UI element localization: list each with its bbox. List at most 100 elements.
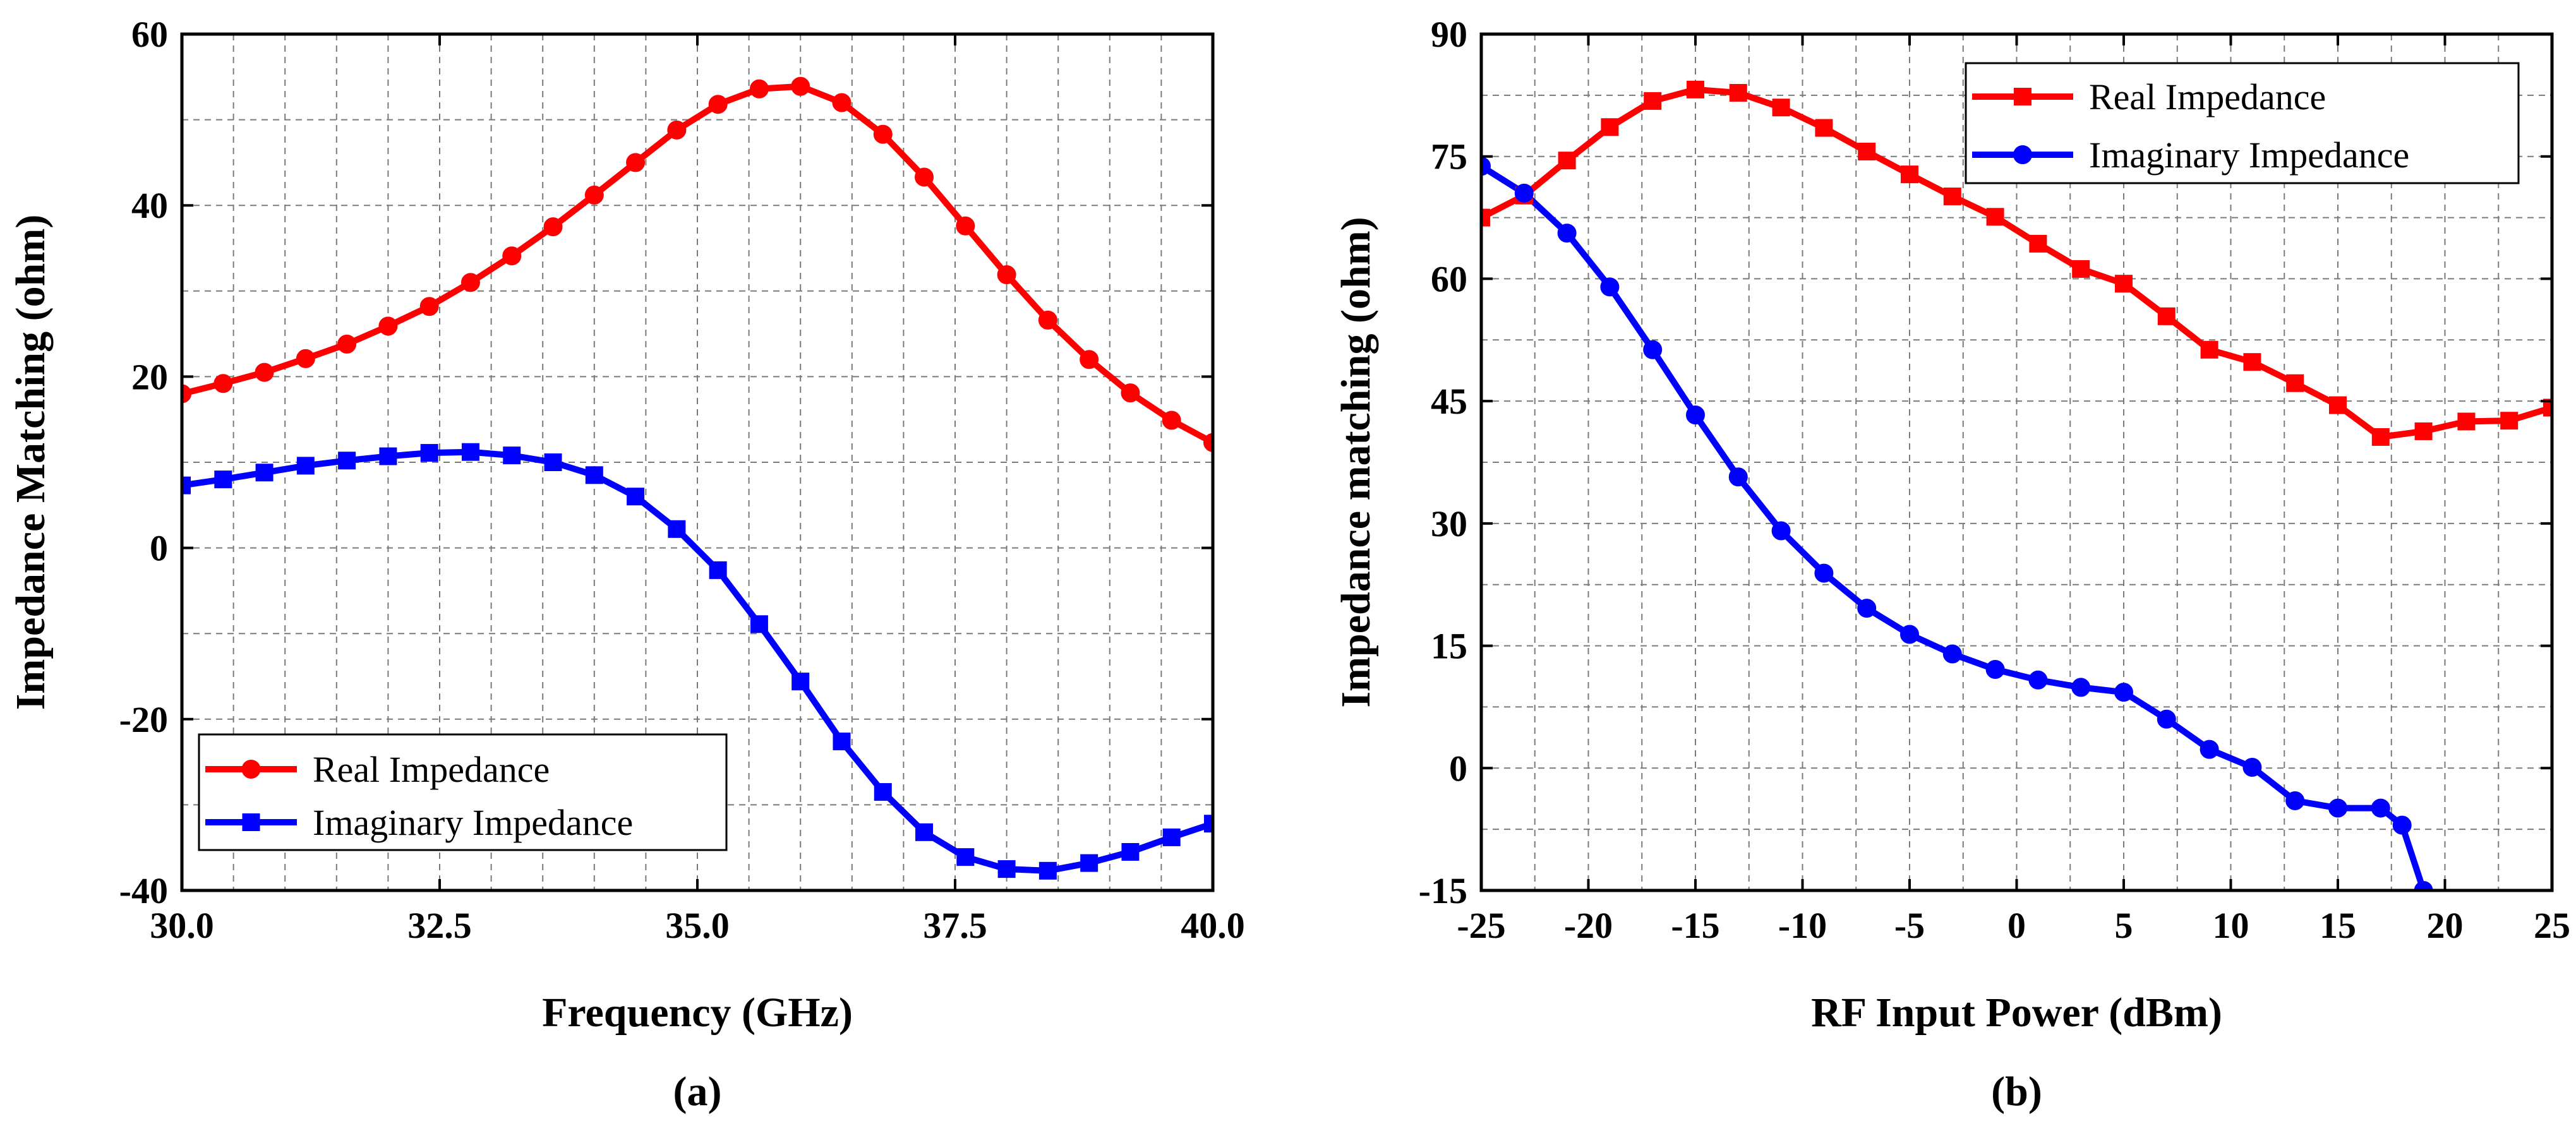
legend-label: Real Impedance (2089, 76, 2326, 117)
data-point (2013, 145, 2032, 164)
data-point (915, 823, 934, 841)
data-point (182, 384, 191, 404)
data-point (2285, 791, 2305, 810)
data-point (2157, 307, 2176, 325)
data-point (626, 153, 646, 172)
x-tick-label: 25 (2534, 905, 2570, 946)
data-point (1857, 599, 1877, 618)
data-point (708, 95, 728, 114)
y-tick-label: 90 (1431, 14, 1467, 55)
y-tick-label: -15 (1419, 870, 1467, 911)
data-point (338, 452, 356, 470)
data-point (296, 349, 315, 368)
data-point (2543, 398, 2552, 417)
data-point (543, 217, 563, 237)
x-tick-label: -25 (1457, 905, 1505, 946)
data-point (1514, 183, 1534, 203)
legend: Real Impedance Imaginary Impedance (1965, 62, 2520, 184)
data-point (668, 520, 686, 538)
y-axis-title: Impedance Matching (ohm) (8, 215, 54, 710)
data-point (956, 848, 975, 866)
data-point (378, 316, 398, 336)
x-tick-label: 37.5 (923, 905, 987, 946)
data-point (460, 273, 480, 292)
data-point (2242, 757, 2262, 777)
data-point (956, 216, 975, 236)
legend-label: Imaginary Impedance (313, 802, 633, 843)
data-point (750, 615, 768, 633)
data-point (1942, 644, 1962, 664)
data-point (1121, 383, 1140, 403)
legend-entry: Imaginary Impedance (205, 802, 633, 843)
x-tick-label: 40.0 (1181, 905, 1245, 946)
data-point (1986, 208, 2004, 226)
data-point (2392, 815, 2412, 835)
data-point (873, 124, 893, 144)
data-point (503, 446, 521, 465)
x-tick-label: 20 (2427, 905, 2464, 946)
y-tick-label: 60 (131, 14, 168, 55)
data-point (584, 185, 604, 205)
data-point (1601, 118, 1619, 136)
y-axis-title: Impedance matching (ohm) (1333, 217, 1379, 707)
data-point (1121, 842, 1140, 861)
data-point (2328, 798, 2347, 818)
x-tick-label: 10 (2213, 905, 2249, 946)
data-point (420, 444, 438, 462)
chart-panel-a: 30.0 32.5 35.0 37.5 40.0 -40 -20 0 20 40 60 Freque… (8, 14, 1245, 1115)
data-point (1815, 119, 1833, 137)
data-point (2243, 353, 2261, 371)
y-tick-label: 30 (1431, 503, 1467, 544)
legend-box (1965, 62, 2520, 184)
data-point (1858, 142, 1876, 160)
data-point (379, 447, 397, 465)
panel-label: (a) (673, 1069, 722, 1115)
y-tick-label: 0 (150, 528, 168, 569)
data-point (2028, 670, 2048, 690)
data-point (419, 297, 439, 316)
data-point (1943, 187, 1961, 205)
data-point (461, 443, 479, 461)
data-point (2371, 798, 2390, 818)
data-point (1038, 310, 1057, 330)
y-tick-label: -40 (119, 870, 168, 911)
y-tick-label: 45 (1431, 381, 1467, 422)
data-point (1643, 340, 1663, 359)
data-point (2014, 88, 2031, 105)
legend: Real Impedance Imaginary Impedance (198, 733, 728, 851)
data-point (749, 79, 769, 99)
data-point (1162, 828, 1181, 846)
data-point (2072, 260, 2090, 278)
data-point (1771, 521, 1791, 541)
y-tick-label: 60 (1431, 258, 1467, 299)
data-point (1772, 99, 1790, 117)
x-axis-title: Frequency (GHz) (542, 990, 853, 1036)
panel-label: (b) (1991, 1069, 2042, 1115)
data-point (1644, 92, 1662, 110)
data-point (1729, 83, 1747, 102)
data-point (255, 362, 274, 382)
data-point (833, 733, 851, 751)
data-point (1558, 152, 1576, 170)
series-line (1481, 163, 2427, 890)
y-tick-label: 0 (1449, 748, 1467, 789)
data-point (214, 374, 233, 393)
legend-entry: Real Impedance (205, 749, 550, 790)
data-point (1481, 157, 1491, 176)
y-tick-label: 75 (1431, 136, 1467, 177)
legend-label: Real Impedance (313, 749, 550, 790)
chart-panel-b: -25 -20 -15 -10 -5 0 5 10 15 20 25 -15 0 15 30 45 60 75 90… (1333, 14, 2570, 1115)
legend-entry: Imaginary Impedance (1972, 135, 2409, 176)
x-tick-label: -5 (1894, 905, 1925, 946)
x-tick-label: 15 (2320, 905, 2356, 946)
x-tick-label: 32.5 (407, 905, 472, 946)
data-point (182, 476, 191, 494)
data-point (1728, 467, 1748, 487)
data-point (2115, 275, 2133, 293)
data-point (1481, 208, 1490, 227)
data-point (997, 265, 1016, 285)
data-point (2414, 422, 2433, 440)
data-point (1204, 815, 1213, 833)
data-point (337, 334, 357, 354)
data-point (2457, 412, 2476, 431)
